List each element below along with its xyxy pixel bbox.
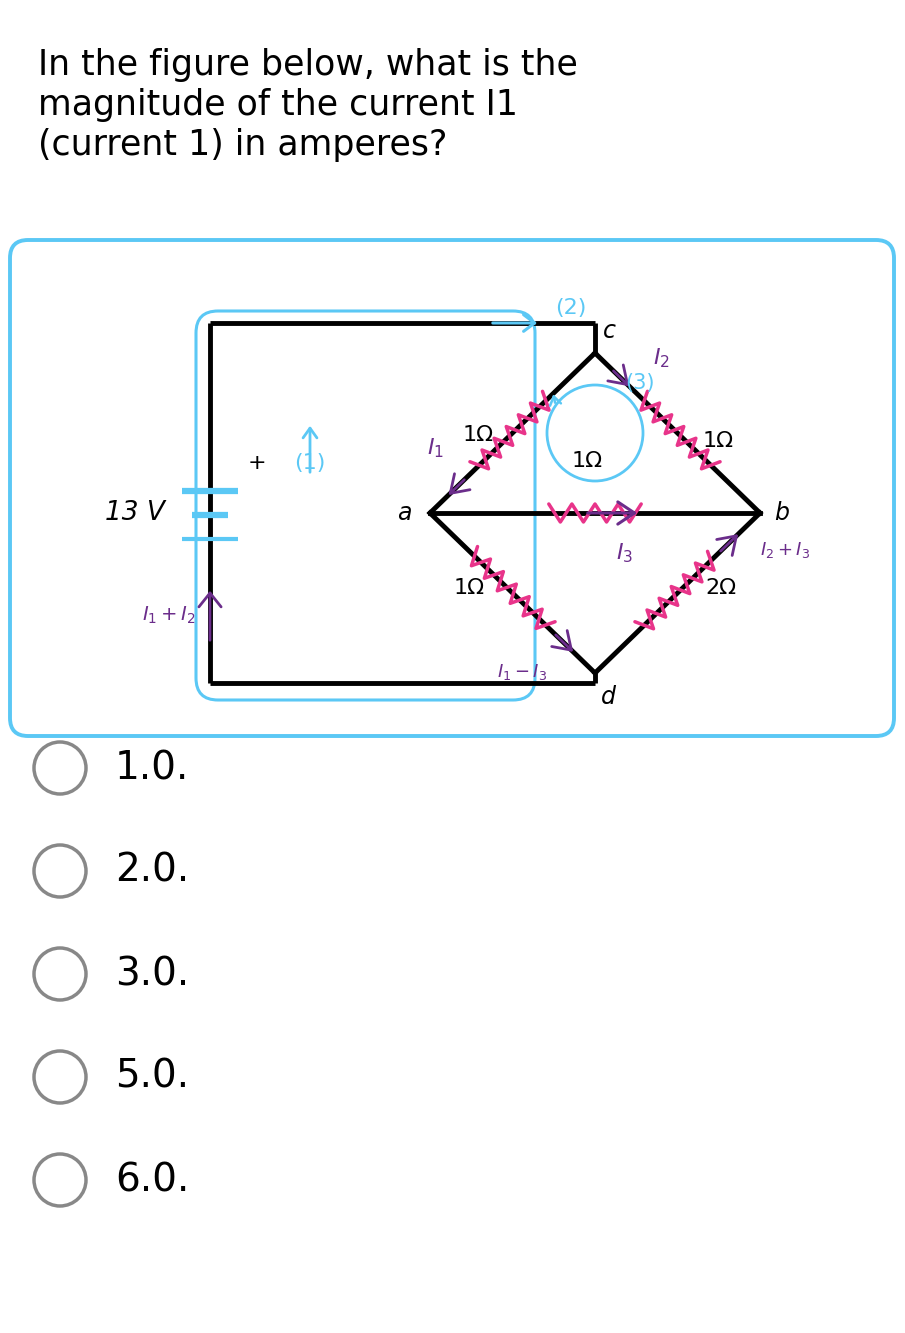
Text: 1Ω: 1Ω: [462, 425, 494, 445]
Text: (current 1) in amperes?: (current 1) in amperes?: [38, 128, 447, 163]
Text: c: c: [603, 319, 616, 343]
Text: (3): (3): [625, 373, 654, 393]
FancyBboxPatch shape: [10, 240, 894, 736]
Text: 5.0.: 5.0.: [115, 1058, 189, 1096]
Text: 6.0.: 6.0.: [115, 1161, 189, 1198]
Text: +: +: [248, 453, 267, 473]
Text: 1Ω: 1Ω: [571, 451, 603, 471]
Text: 1Ω: 1Ω: [453, 579, 484, 599]
Text: $I_2 + I_3$: $I_2 + I_3$: [760, 540, 810, 560]
Text: 3.0.: 3.0.: [115, 954, 189, 993]
Text: 1Ω: 1Ω: [703, 431, 734, 451]
Text: $I_3$: $I_3$: [616, 541, 634, 565]
Text: (1): (1): [294, 453, 326, 473]
Text: $I_1 - I_3$: $I_1 - I_3$: [497, 661, 548, 681]
Text: 2.0.: 2.0.: [115, 852, 189, 890]
Text: b: b: [774, 501, 789, 525]
Text: d: d: [601, 685, 616, 709]
Text: 2Ω: 2Ω: [706, 579, 737, 599]
Text: $I_1 + I_2$: $I_1 + I_2$: [142, 604, 196, 625]
Text: a: a: [397, 501, 412, 525]
Text: $I_2$: $I_2$: [653, 347, 670, 371]
Text: 1.0.: 1.0.: [115, 749, 189, 786]
Text: (2): (2): [555, 299, 586, 319]
Text: magnitude of the current I1: magnitude of the current I1: [38, 88, 518, 123]
Text: 13 V: 13 V: [105, 500, 165, 527]
Text: In the figure below, what is the: In the figure below, what is the: [38, 48, 578, 83]
Text: $I_1$: $I_1$: [427, 436, 444, 460]
